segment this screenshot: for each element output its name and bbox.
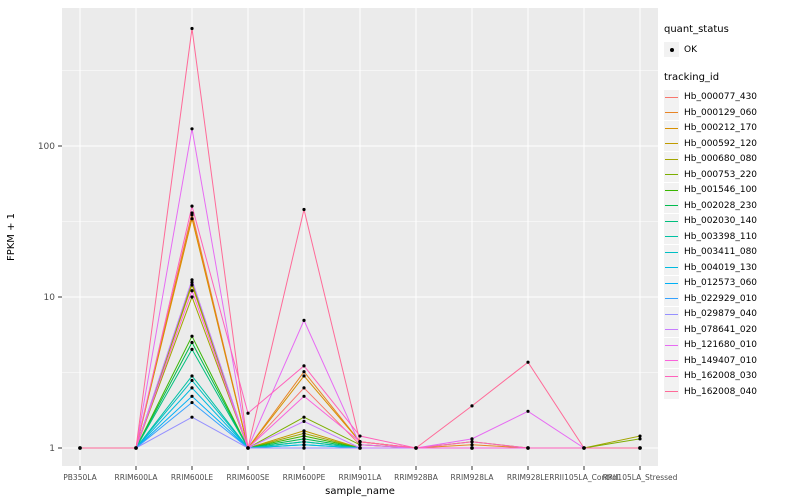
line-key-icon	[664, 275, 679, 291]
legend-item-label: Hb_001546_100	[684, 185, 758, 196]
legend-item-label: Hb_002030_140	[684, 216, 758, 227]
line-key-icon	[664, 368, 679, 384]
svg-text:RRII105LA_Stressed: RRII105LA_Stressed	[603, 473, 678, 482]
axes: 1 10 100 PB350LA RRIM600LA RRIM600LE RRIM600SE…	[38, 142, 678, 482]
legend-item-tracking-id: Hb_001546_100	[664, 182, 758, 199]
svg-text:RRIM901LA: RRIM901LA	[339, 473, 383, 482]
legend-item-label: Hb_162008_030	[684, 371, 758, 382]
legend-item-tracking-id: Hb_003411_080	[664, 244, 758, 261]
line-key-icon	[664, 120, 679, 136]
legend-item-tracking-id: Hb_162008_030	[664, 368, 758, 385]
data-points	[78, 26, 642, 450]
legend-item-label: Hb_149407_010	[684, 355, 758, 366]
legend-item-label: Hb_000753_220	[684, 169, 758, 180]
legend-item-label: Hb_029879_040	[684, 309, 758, 320]
legend-item-tracking-id: Hb_000212_170	[664, 120, 758, 137]
svg-text:RRII105LA_Control: RRII105LA_Control	[549, 473, 619, 482]
legend-item-label: Hb_162008_040	[684, 386, 758, 397]
line-key-icon	[664, 384, 679, 400]
legend: quant_status OK tracking_id Hb_000077_43…	[664, 24, 757, 414]
legend-item-tracking-id: Hb_078641_020	[664, 322, 757, 338]
svg-text:1: 1	[49, 444, 55, 454]
gridlines	[62, 8, 658, 466]
legend-item-label: Hb_078641_020	[684, 324, 758, 335]
legend-item-label: OK	[684, 44, 697, 55]
line-key-icon	[664, 105, 679, 121]
legend-item-label: Hb_004019_130	[684, 262, 758, 273]
legend-item-quant-status: OK	[664, 42, 757, 58]
line-key-icon	[664, 213, 679, 229]
legend-section-quant-status: quant_status OK	[664, 24, 757, 58]
svg-text:RRIM928LA: RRIM928LA	[451, 473, 495, 482]
legend-item-label: Hb_003398_110	[684, 231, 758, 242]
legend-item-tracking-id: Hb_162008_040	[664, 384, 757, 400]
x-axis-title: sample_name	[325, 486, 395, 497]
svg-text:PB350LA: PB350LA	[63, 473, 97, 482]
legend-items-tracking-id: Hb_000077_430 Hb_000129_060 Hb_000212_170 H…	[664, 89, 758, 400]
legend-section-tracking-id: tracking_id Hb_000077_430 Hb_000129_060 Hb…	[664, 72, 757, 400]
legend-item-tracking-id: Hb_029879_040	[664, 306, 758, 323]
y-axis-title: FPKM + 1	[6, 213, 17, 261]
legend-item-label: Hb_003411_080	[684, 247, 758, 258]
line-key-icon	[664, 89, 679, 105]
legend-item-tracking-id: Hb_121680_010	[664, 337, 758, 354]
legend-item-tracking-id: Hb_000680_080	[664, 151, 758, 168]
legend-item-label: Hb_012573_060	[684, 278, 758, 289]
legend-item-tracking-id: Hb_000592_120	[664, 136, 757, 152]
legend-item-label: Hb_000212_170	[684, 123, 758, 134]
svg-text:RRIM928LE: RRIM928LE	[507, 473, 550, 482]
line-key-icon	[664, 260, 679, 276]
legend-item-tracking-id: Hb_000077_430	[664, 89, 758, 106]
legend-item-label: Hb_000129_060	[684, 107, 758, 118]
legend-item-label: Hb_000077_430	[684, 92, 758, 103]
legend-items-quant-status: OK	[664, 42, 757, 58]
line-key-icon	[664, 322, 679, 338]
point-key-icon	[664, 42, 679, 58]
legend-item-label: Hb_000592_120	[684, 138, 758, 149]
legend-item-tracking-id: Hb_012573_060	[664, 275, 758, 292]
line-key-icon	[664, 182, 679, 198]
line-key-icon	[664, 136, 679, 152]
svg-text:100: 100	[38, 142, 55, 152]
svg-text:RRIM600PE: RRIM600PE	[283, 473, 326, 482]
line-key-icon	[664, 198, 679, 214]
line-key-icon	[664, 151, 679, 167]
legend-title-quant-status: quant_status	[664, 24, 729, 35]
svg-text:RRIM600SE: RRIM600SE	[227, 473, 270, 482]
legend-item-tracking-id: Hb_149407_010	[664, 353, 757, 369]
svg-text:RRIM600LA: RRIM600LA	[115, 473, 159, 482]
legend-item-label: Hb_000680_080	[684, 154, 758, 165]
legend-title-tracking-id: tracking_id	[664, 71, 720, 83]
line-key-icon	[664, 337, 679, 353]
legend-item-label: Hb_002028_230	[684, 200, 758, 211]
line-key-icon	[664, 167, 679, 183]
legend-item-tracking-id: Hb_022929_010	[664, 291, 757, 307]
line-key-icon	[664, 353, 679, 369]
legend-item-tracking-id: Hb_000753_220	[664, 167, 757, 183]
legend-item-tracking-id: Hb_003398_110	[664, 229, 757, 245]
line-key-icon	[664, 291, 679, 307]
legend-item-label: Hb_121680_010	[684, 340, 758, 351]
svg-text:10: 10	[44, 293, 56, 303]
line-key-icon	[664, 244, 679, 260]
line-key-icon	[664, 229, 679, 245]
line-key-icon	[664, 306, 679, 322]
legend-item-tracking-id: Hb_002028_230	[664, 198, 757, 214]
legend-item-label: Hb_022929_010	[684, 293, 758, 304]
legend-item-tracking-id: Hb_004019_130	[664, 260, 757, 276]
legend-item-tracking-id: Hb_002030_140	[664, 213, 758, 230]
svg-text:RRIM928BA: RRIM928BA	[394, 473, 439, 482]
legend-item-tracking-id: Hb_000129_060	[664, 105, 757, 121]
svg-text:RRIM600LE: RRIM600LE	[171, 473, 214, 482]
